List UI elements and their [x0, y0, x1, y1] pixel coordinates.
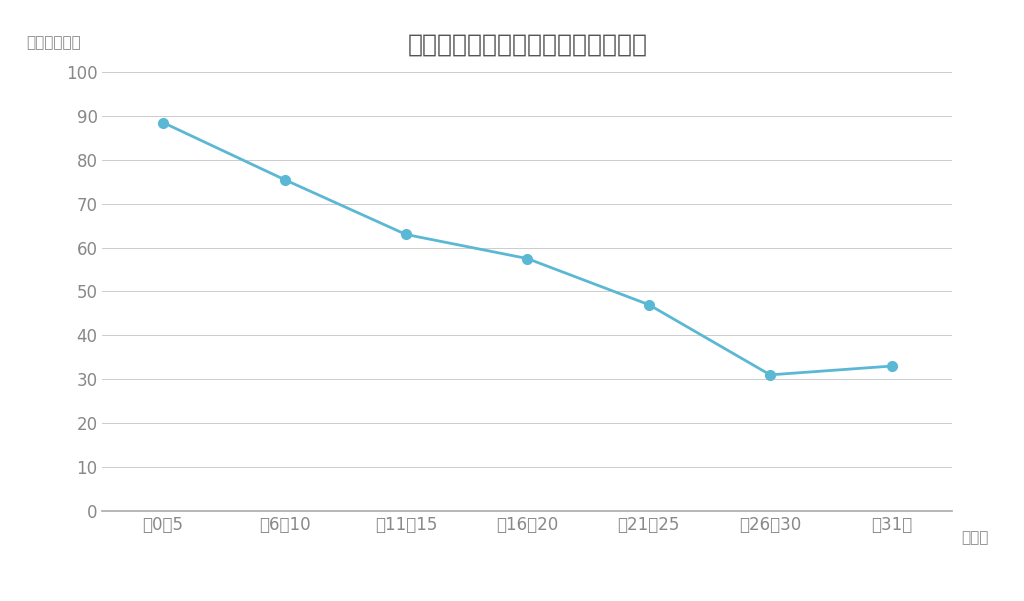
Text: （年）: （年） — [961, 529, 988, 545]
Title: 首都圈中古マンション筑年数別単価: 首都圈中古マンション筑年数別単価 — [408, 32, 647, 56]
Text: （万円／㎡）: （万円／㎡） — [26, 35, 81, 50]
